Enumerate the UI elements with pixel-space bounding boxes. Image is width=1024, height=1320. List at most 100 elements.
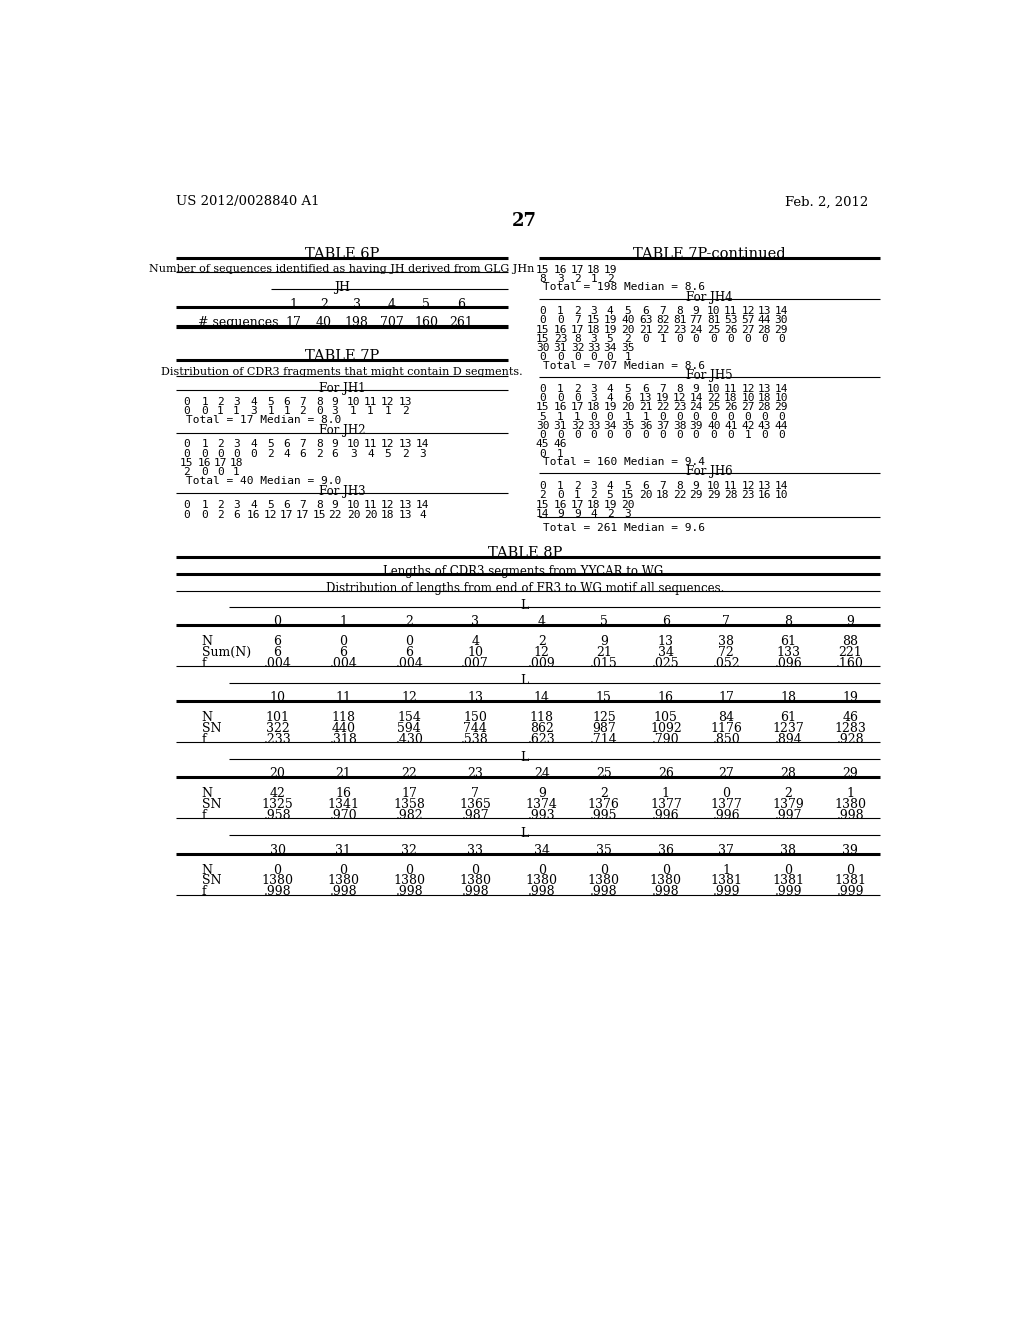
Text: 9: 9	[574, 508, 581, 519]
Text: 17: 17	[719, 692, 734, 705]
Text: Total = 198 Median = 8.6: Total = 198 Median = 8.6	[543, 282, 705, 292]
Text: 14: 14	[416, 500, 429, 511]
Text: 0: 0	[761, 334, 768, 345]
Text: 0: 0	[339, 635, 347, 648]
Text: 46: 46	[554, 440, 567, 449]
Text: 221: 221	[839, 645, 862, 659]
Text: 1: 1	[233, 407, 240, 416]
Text: 44: 44	[774, 421, 788, 430]
Text: TABLE 8P: TABLE 8P	[487, 545, 562, 560]
Text: 0: 0	[540, 384, 546, 393]
Text: 19: 19	[603, 499, 616, 510]
Text: .004: .004	[263, 656, 292, 669]
Text: 36: 36	[657, 843, 674, 857]
Text: 30: 30	[269, 843, 286, 857]
Text: 9: 9	[332, 500, 338, 511]
Text: 0: 0	[202, 407, 208, 416]
Text: .958: .958	[264, 809, 292, 822]
Text: 20: 20	[622, 499, 635, 510]
Text: .714: .714	[590, 733, 617, 746]
Text: 28: 28	[758, 403, 771, 412]
Text: 7: 7	[659, 306, 667, 317]
Text: 0: 0	[182, 407, 189, 416]
Text: 81: 81	[673, 315, 686, 326]
Text: 2: 2	[182, 467, 189, 477]
Text: 40: 40	[316, 317, 332, 329]
Text: 1176: 1176	[711, 722, 742, 735]
Text: L: L	[520, 675, 529, 688]
Text: 21: 21	[596, 645, 611, 659]
Text: .623: .623	[528, 733, 556, 746]
Text: .928: .928	[837, 733, 864, 746]
Text: 0: 0	[273, 615, 282, 628]
Text: 32: 32	[570, 343, 585, 354]
Text: 18: 18	[724, 393, 737, 403]
Text: 35: 35	[622, 421, 635, 430]
Text: 6: 6	[642, 384, 649, 393]
Text: 2: 2	[625, 334, 631, 345]
Text: 15: 15	[536, 334, 549, 345]
Text: 13: 13	[398, 500, 413, 511]
Text: 24: 24	[689, 325, 702, 335]
Text: 15: 15	[587, 315, 600, 326]
Text: 1: 1	[744, 430, 752, 440]
Text: 13: 13	[639, 393, 652, 403]
Text: For JH4: For JH4	[686, 290, 732, 304]
Text: 4: 4	[471, 635, 479, 648]
Text: 29: 29	[843, 767, 858, 780]
Text: 27: 27	[719, 767, 734, 780]
Text: 4: 4	[606, 306, 613, 317]
Text: 2: 2	[299, 407, 306, 416]
Text: 6: 6	[625, 393, 631, 403]
Text: 30: 30	[536, 343, 549, 354]
Text: 33: 33	[467, 843, 483, 857]
Text: 7: 7	[299, 500, 306, 511]
Text: 6: 6	[406, 645, 414, 659]
Text: 3: 3	[471, 615, 479, 628]
Text: 0: 0	[202, 449, 208, 458]
Text: US 2012/0028840 A1: US 2012/0028840 A1	[176, 195, 319, 209]
Text: 0: 0	[540, 480, 546, 491]
Text: .096: .096	[774, 656, 802, 669]
Text: 11: 11	[364, 500, 377, 511]
Text: 0: 0	[182, 449, 189, 458]
Text: 14: 14	[774, 384, 788, 393]
Text: 15: 15	[536, 264, 549, 275]
Text: 594: 594	[397, 722, 421, 735]
Text: 14: 14	[774, 480, 788, 491]
Text: 5: 5	[267, 500, 274, 511]
Text: 0: 0	[557, 490, 564, 500]
Text: 11: 11	[724, 480, 737, 491]
Text: 28: 28	[780, 767, 797, 780]
Text: 6: 6	[273, 645, 282, 659]
Text: 0: 0	[711, 430, 717, 440]
Text: 2: 2	[321, 298, 328, 310]
Text: 1: 1	[557, 384, 564, 393]
Text: 4: 4	[606, 384, 613, 393]
Text: 16: 16	[247, 510, 260, 520]
Text: 2: 2	[574, 384, 581, 393]
Text: 13: 13	[758, 306, 771, 317]
Text: .007: .007	[462, 656, 489, 669]
Text: 1374: 1374	[526, 799, 558, 812]
Text: 9: 9	[557, 508, 564, 519]
Text: Total = 261 Median = 9.6: Total = 261 Median = 9.6	[543, 524, 705, 533]
Text: 1: 1	[202, 440, 208, 449]
Text: 7: 7	[299, 440, 306, 449]
Text: 34: 34	[603, 343, 616, 354]
Text: 15: 15	[596, 692, 611, 705]
Text: 4: 4	[606, 480, 613, 491]
Text: 30: 30	[536, 421, 549, 430]
Text: .790: .790	[652, 733, 680, 746]
Text: 0: 0	[692, 412, 699, 421]
Text: 0: 0	[659, 412, 667, 421]
Text: 133: 133	[776, 645, 801, 659]
Text: 2: 2	[402, 449, 409, 458]
Text: 1237: 1237	[772, 722, 804, 735]
Text: 0: 0	[591, 430, 597, 440]
Text: 5: 5	[625, 306, 631, 317]
Text: 1: 1	[642, 412, 649, 421]
Text: 2: 2	[538, 635, 546, 648]
Text: 10: 10	[347, 440, 360, 449]
Text: 34: 34	[603, 421, 616, 430]
